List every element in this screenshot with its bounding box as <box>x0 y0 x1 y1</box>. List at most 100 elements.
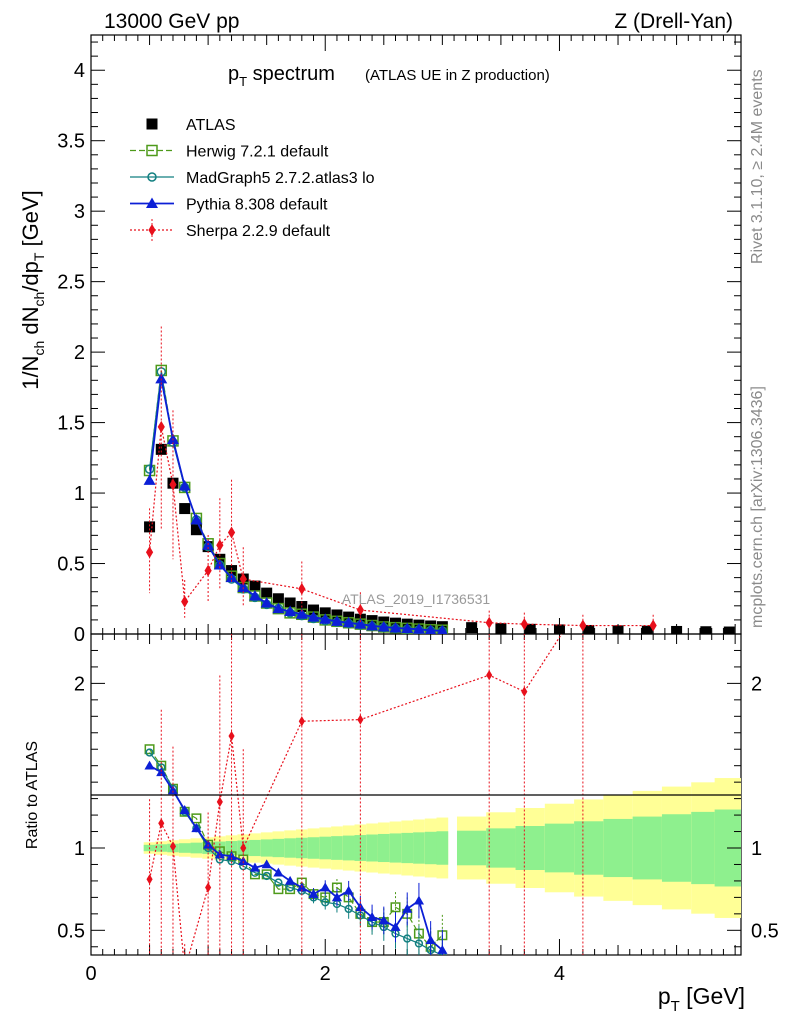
plot-title-rest: spectrum <box>247 63 335 85</box>
data-point-pythia <box>412 623 425 634</box>
data-point-herwig <box>146 144 158 157</box>
ratio-band-inner <box>260 839 273 857</box>
ratio-band-inner <box>295 837 308 859</box>
x-axis-label: pT [GeV] <box>658 983 745 1015</box>
data-point-sherpa <box>580 596 586 606</box>
data-point-atlas <box>723 626 735 634</box>
data-point-madgraph <box>414 939 424 948</box>
data-point-sherpa <box>181 595 189 608</box>
data-point-sherpa <box>485 616 493 629</box>
data-point-atlas <box>272 593 284 605</box>
data-point-sherpa <box>158 818 165 829</box>
data-point-pythia <box>237 581 250 592</box>
data-point-atlas <box>190 524 202 536</box>
ratio-band-inner <box>661 814 692 882</box>
data-point-herwig <box>273 884 284 895</box>
ratio-band-inner <box>249 839 261 857</box>
data-point-pythia <box>190 513 203 525</box>
data-point-madgraph <box>403 934 412 943</box>
y-axis-label-main: 1/Nch dNch/dpT [GeV] <box>18 190 47 390</box>
data-point-sherpa <box>520 618 528 631</box>
data-point-madgraph <box>321 898 330 907</box>
legend-label: Sherpa 2.2.9 default <box>186 223 331 240</box>
data-point-pythia <box>260 596 273 608</box>
x-tick-label: 4 <box>554 963 565 985</box>
data-point-pythia <box>378 915 389 925</box>
ratio-band-inner <box>319 836 332 860</box>
ratio-band-inner <box>284 838 296 858</box>
axis-ticks: 00.511.522.533.540.5 0.51 12 20 2 4 <box>57 35 779 985</box>
data-point-sherpa <box>239 573 247 586</box>
ratio-band-inner <box>424 831 437 865</box>
data-point-pythia <box>214 849 225 859</box>
data-point-sherpa <box>205 882 212 893</box>
ratio-band-inner <box>389 833 402 863</box>
data-point-pythia <box>146 197 158 208</box>
ratio-uncertainty-bands <box>143 778 741 918</box>
ratio-band-inner <box>272 838 285 858</box>
ratio-tick-label-left: 0.5 <box>57 920 85 942</box>
data-point-pythia <box>366 912 378 921</box>
data-point-pythia <box>226 851 237 861</box>
data-point-pythia <box>401 622 414 634</box>
data-point-sherpa <box>148 224 156 236</box>
data-point-atlas <box>641 625 653 634</box>
data-point-sherpa <box>169 841 177 852</box>
data-point-madgraph <box>147 172 157 182</box>
data-point-sherpa <box>216 796 223 808</box>
ratio-tick-label-right: 0.5 <box>751 920 779 942</box>
data-point-pythia <box>354 618 367 629</box>
data-point-atlas <box>495 623 507 634</box>
data-point-pythia <box>390 921 401 931</box>
x-tick-label: 0 <box>85 963 96 985</box>
data-point-pythia <box>402 903 413 913</box>
header-process-label: Z (Drell-Yan) <box>614 10 733 33</box>
y-tick-label: 0.5 <box>57 554 85 576</box>
ratio-band-inner <box>190 842 203 854</box>
data-point-pythia <box>330 615 343 626</box>
data-point-atlas <box>261 587 273 599</box>
data-point-sherpa <box>146 874 153 885</box>
data-point-madgraph <box>262 871 271 881</box>
legend: ATLAS Herwig 7.2.1 default MadGraph5 2.7.2… <box>130 117 375 241</box>
plot-title-sub: T <box>239 74 247 89</box>
data-point-pythia <box>295 608 308 619</box>
y-tick-label: 3 <box>74 201 85 223</box>
data-point-pythia <box>143 474 156 485</box>
data-point-atlas <box>553 624 565 634</box>
data-point-pythia <box>248 589 261 601</box>
data-point-sherpa <box>182 965 188 975</box>
ratio-band-inner <box>486 828 516 868</box>
data-point-atlas <box>179 503 191 515</box>
data-point-sherpa <box>227 526 236 539</box>
data-point-pythia <box>343 885 354 895</box>
ratio-series-line <box>148 634 563 955</box>
data-point-sherpa <box>521 686 528 697</box>
mcplots-label: mcplots.cern.ch [arXiv:1306.3436] <box>749 386 766 628</box>
legend-label: MadGraph5 2.7.2.atlas3 lo <box>186 170 375 187</box>
ratio-band-inner <box>354 835 367 861</box>
y-tick-label: 1.5 <box>57 413 85 435</box>
data-point-madgraph <box>344 904 353 914</box>
data-point-atlas <box>308 604 320 616</box>
data-point-atlas <box>466 622 478 634</box>
plot-subtitle: (ATLAS UE in Z production) <box>365 67 550 84</box>
y-axis-label-ratio: Ratio to ATLAS <box>24 741 41 849</box>
data-point-sherpa <box>169 478 177 491</box>
legend-label: ATLAS <box>186 117 236 134</box>
data-point-pythia <box>389 621 402 633</box>
y-tick-label: 4 <box>74 60 85 82</box>
ratio-tick-label-right: 2 <box>751 673 762 695</box>
ratio-tick-label-left: 1 <box>74 838 85 860</box>
ratio-band-inner <box>366 834 378 862</box>
series-line <box>148 426 654 627</box>
data-point-pythia <box>273 867 284 877</box>
data-point-sherpa <box>216 539 224 552</box>
rivet-version-label: Rivet 3.1.10, ≥ 2.4M events <box>749 69 766 264</box>
data-point-atlas <box>671 625 683 634</box>
data-point-pythia <box>191 823 202 833</box>
data-point-pythia <box>342 616 355 628</box>
data-point-pythia <box>272 602 285 614</box>
data-point-pythia <box>203 839 214 849</box>
data-point-pythia <box>413 895 425 905</box>
